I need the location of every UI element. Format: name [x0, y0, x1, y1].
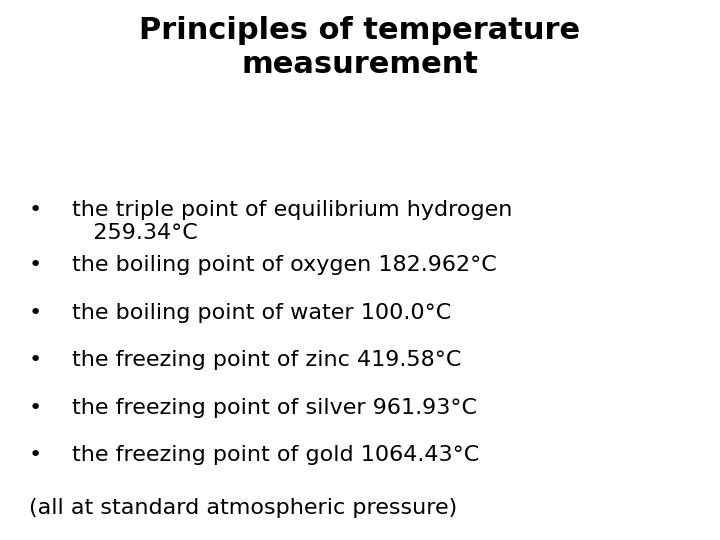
Text: •: •: [29, 350, 42, 370]
Text: Principles of temperature
measurement: Principles of temperature measurement: [140, 16, 580, 79]
Text: the boiling point of water 100.0°C: the boiling point of water 100.0°C: [72, 303, 451, 323]
Text: •: •: [29, 303, 42, 323]
Text: •: •: [29, 398, 42, 418]
Text: the freezing point of silver 961.93°C: the freezing point of silver 961.93°C: [72, 398, 477, 418]
Text: •: •: [29, 446, 42, 465]
Text: the freezing point of gold 1064.43°C: the freezing point of gold 1064.43°C: [72, 446, 480, 465]
Text: the freezing point of zinc 419.58°C: the freezing point of zinc 419.58°C: [72, 350, 462, 370]
Text: the boiling point of oxygen 182.962°C: the boiling point of oxygen 182.962°C: [72, 255, 497, 275]
Text: (all at standard atmospheric pressure): (all at standard atmospheric pressure): [29, 498, 457, 518]
Text: the triple point of equilibrium hydrogen
   259.34°C: the triple point of equilibrium hydrogen…: [72, 200, 513, 243]
Text: •: •: [29, 255, 42, 275]
Text: •: •: [29, 200, 42, 220]
